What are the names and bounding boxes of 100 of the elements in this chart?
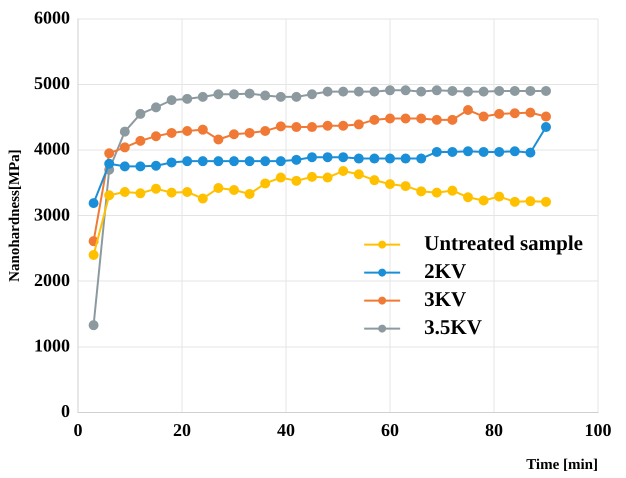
point [354, 169, 364, 180]
point [120, 186, 130, 197]
point [276, 92, 286, 102]
point [369, 86, 380, 97]
y-tick-label: 5000 [34, 73, 70, 94]
point [432, 188, 442, 198]
point [463, 192, 473, 202]
point [182, 186, 192, 197]
point [135, 161, 146, 172]
legend-label: 2KV [424, 259, 466, 284]
point [432, 114, 442, 125]
y-tick-label: 4000 [34, 138, 70, 159]
point [276, 156, 286, 166]
point [494, 192, 504, 202]
point [478, 146, 489, 157]
point [120, 142, 130, 152]
x-tick-label: 100 [584, 420, 612, 440]
point [463, 146, 473, 156]
point [322, 86, 333, 97]
y-tick-label: 2000 [34, 270, 70, 290]
point [400, 114, 411, 124]
point [541, 86, 551, 96]
point [525, 196, 536, 206]
point [291, 154, 302, 165]
point [385, 85, 395, 96]
point [244, 188, 255, 199]
legend-label: 3KV [424, 287, 466, 312]
point [88, 198, 99, 208]
point [151, 102, 161, 112]
point [322, 120, 333, 131]
point [151, 184, 161, 194]
point [182, 94, 192, 104]
point [338, 120, 348, 131]
point [88, 250, 99, 260]
point [135, 188, 146, 198]
point [229, 129, 239, 140]
point [525, 148, 536, 158]
point [541, 196, 551, 207]
point [510, 146, 520, 156]
point [213, 183, 224, 194]
point [198, 124, 208, 135]
point [182, 156, 192, 166]
point [198, 156, 208, 166]
point [416, 114, 426, 124]
point [88, 320, 99, 330]
point [354, 119, 364, 130]
legend-label: 3.5KV [424, 315, 482, 340]
point [166, 128, 177, 138]
point [260, 156, 270, 166]
point [104, 190, 114, 200]
x-tick-label: 60 [381, 420, 399, 440]
point [447, 146, 458, 157]
y-tick-label: 1000 [34, 335, 70, 356]
point [213, 156, 224, 166]
y-axis-title: Nanohardness[MPa] [6, 149, 23, 282]
point [541, 122, 551, 132]
point [244, 128, 255, 138]
y-tick-label: 3000 [34, 204, 70, 224]
point [385, 179, 395, 190]
point [291, 122, 302, 132]
point [260, 126, 270, 136]
point [494, 86, 504, 96]
point [385, 154, 395, 164]
x-tick-label: 80 [485, 420, 503, 440]
point [104, 158, 114, 169]
point [307, 122, 317, 132]
point [151, 160, 161, 171]
point [338, 166, 348, 176]
point [369, 114, 380, 125]
point [182, 126, 192, 136]
point [166, 157, 177, 168]
point [244, 156, 255, 166]
point [354, 154, 364, 164]
point [478, 112, 489, 122]
point [120, 126, 130, 137]
point [151, 131, 161, 142]
point [447, 186, 458, 196]
point [541, 112, 551, 122]
point [198, 194, 208, 204]
point [494, 108, 504, 119]
y-tick-label: 0 [61, 401, 70, 422]
point [213, 134, 224, 145]
point [260, 178, 270, 188]
point [276, 172, 286, 183]
point [478, 196, 489, 206]
point [385, 114, 395, 124]
point [354, 86, 364, 97]
point [369, 175, 380, 186]
point [307, 89, 317, 100]
point [432, 85, 442, 96]
point [166, 188, 177, 198]
point [291, 176, 302, 186]
x-axis-title: Time [min] [526, 456, 598, 473]
point [463, 86, 473, 97]
point [447, 86, 458, 96]
legend-label: Untreated sample [424, 231, 583, 256]
point [135, 108, 146, 119]
point [229, 185, 239, 196]
point [307, 152, 317, 162]
point [432, 146, 442, 157]
